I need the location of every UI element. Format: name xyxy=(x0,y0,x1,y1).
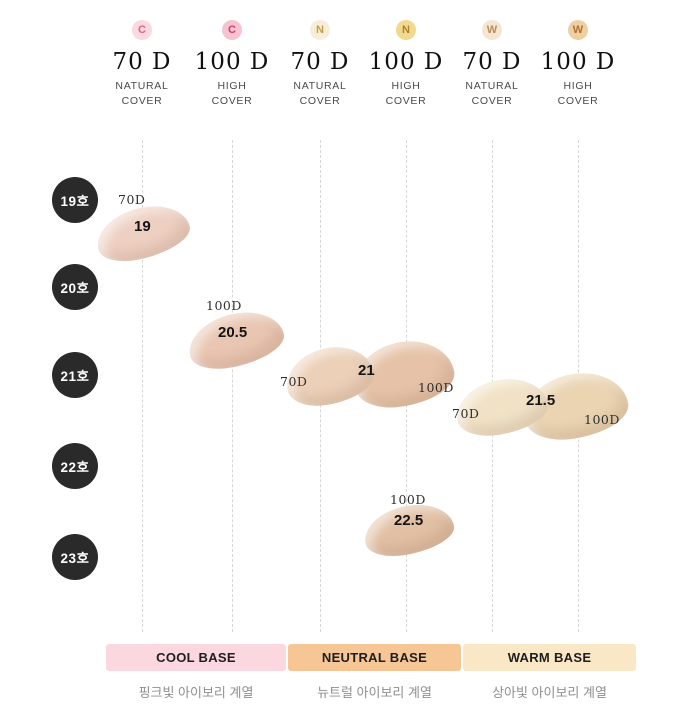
swatch-neutral-100d-deep: 100D 22.5 xyxy=(360,492,462,562)
swatch-shade-number: 22.5 xyxy=(394,512,424,529)
shade-row-23: 23호 xyxy=(52,534,98,580)
base-caption-cool: 핑크빛 아이보리 계열 xyxy=(138,685,254,700)
column-header-neutral-70d: N 70 D NATURAL COVER xyxy=(275,20,365,109)
swatch-product-label: 70D xyxy=(280,374,308,389)
swatch-product-label: 100D xyxy=(206,298,242,313)
base-badge-c-icon: C xyxy=(222,20,242,40)
swatch-neutral-pair: 70D 21 100D xyxy=(280,335,460,418)
swatch-product-label: 100D xyxy=(584,412,620,427)
cover-type-label: NATURAL COVER xyxy=(465,79,518,109)
column-header-cool-100d: C 100 D HIGH COVER xyxy=(187,20,277,109)
cover-line-2: COVER xyxy=(211,95,253,108)
column-header-cool-70d: C 70 D NATURAL COVER xyxy=(97,20,187,109)
column-header-warm-70d: W 70 D NATURAL COVER xyxy=(447,20,537,109)
shade-row-21: 21호 xyxy=(52,352,98,398)
swatch-cool-70d: 70D 19 xyxy=(91,192,196,268)
swatch-product-label: 70D xyxy=(118,192,146,207)
cover-type-label: HIGH COVER xyxy=(386,79,427,109)
cover-line-2: COVER xyxy=(557,95,599,108)
swatch-warm-pair: 70D 21.5 100D xyxy=(452,367,638,450)
column-header-neutral-100d: N 100 D HIGH COVER xyxy=(361,20,451,109)
product-size-label: 70 D xyxy=(290,49,350,75)
cover-line-2: COVER xyxy=(299,95,341,108)
base-badge-w-icon: W xyxy=(568,20,588,40)
base-band-warm: WARM BASE xyxy=(463,644,636,671)
swatch-shade-number: 21 xyxy=(358,362,375,379)
base-band-neutral: NEUTRAL BASE xyxy=(288,644,461,671)
product-size-label: 100 D xyxy=(194,49,270,75)
swatch-shade-number: 21.5 xyxy=(526,392,556,409)
base-band-label: NEUTRAL BASE xyxy=(321,650,428,665)
shade-row-label: 21호 xyxy=(60,369,90,384)
cover-line-2: COVER xyxy=(471,95,513,108)
base-band-label: WARM BASE xyxy=(507,650,592,665)
base-badge-c-icon: C xyxy=(132,20,152,40)
swatch-cool-100d: 100D 20.5 xyxy=(183,298,294,376)
cover-type-label: HIGH COVER xyxy=(558,79,599,109)
base-badge-w-icon: W xyxy=(482,20,502,40)
cover-line-1: HIGH xyxy=(391,80,421,92)
cover-line-1: NATURAL xyxy=(465,80,519,92)
cover-line-1: NATURAL xyxy=(293,80,347,92)
shade-row-label: 23호 xyxy=(60,551,90,566)
column-header-warm-100d: W 100 D HIGH COVER xyxy=(533,20,623,109)
shade-row-label: 19호 xyxy=(60,194,90,209)
swatch-shade-number: 19 xyxy=(134,218,151,235)
base-caption-warm: 상아빛 아이보리 계열 xyxy=(492,685,607,700)
cover-line-2: COVER xyxy=(385,95,427,108)
cover-line-1: HIGH xyxy=(563,80,593,92)
swatch-product-label: 70D xyxy=(452,406,480,421)
base-band-label: COOL BASE xyxy=(156,650,236,665)
swatch-product-label: 100D xyxy=(390,492,426,507)
gridline-col-1 xyxy=(142,140,143,632)
gridline-col-2 xyxy=(232,140,233,632)
shade-row-22: 22호 xyxy=(52,443,98,489)
cover-line-1: NATURAL xyxy=(115,80,169,92)
cover-line-1: HIGH xyxy=(217,80,247,92)
product-size-label: 100 D xyxy=(540,49,616,75)
foundation-smear xyxy=(360,498,458,562)
shade-row-20: 20호 xyxy=(52,264,98,310)
shade-row-label: 22호 xyxy=(60,460,90,475)
shade-row-label: 20호 xyxy=(60,281,90,296)
cover-type-label: HIGH COVER xyxy=(212,79,253,109)
base-caption-neutral: 뉴트럴 아이보리 계열 xyxy=(317,685,432,700)
cover-type-label: NATURAL COVER xyxy=(293,79,346,109)
base-badge-n-icon: N xyxy=(310,20,330,40)
swatch-shade-number: 20.5 xyxy=(218,324,248,341)
base-band-cool: COOL BASE xyxy=(106,644,286,671)
shade-row-19: 19호 xyxy=(52,177,98,223)
product-size-label: 70 D xyxy=(462,49,522,75)
cover-line-2: COVER xyxy=(121,95,163,108)
swatch-product-label: 100D xyxy=(418,380,454,395)
cover-type-label: NATURAL COVER xyxy=(115,79,168,109)
product-size-label: 70 D xyxy=(112,49,172,75)
product-size-label: 100 D xyxy=(368,49,444,75)
base-badge-n-icon: N xyxy=(396,20,416,40)
